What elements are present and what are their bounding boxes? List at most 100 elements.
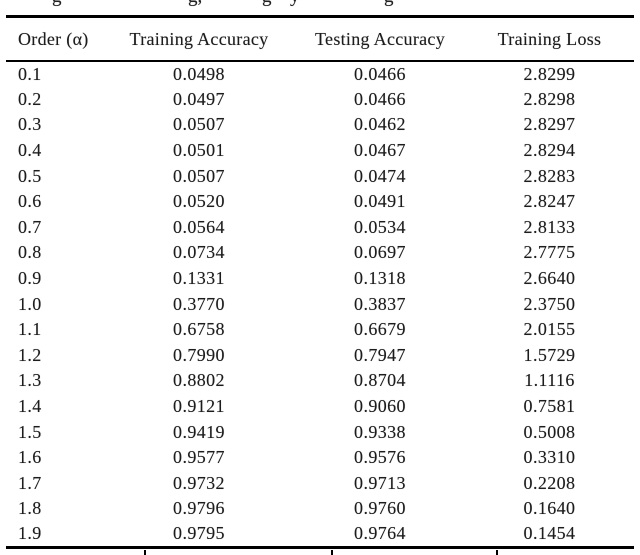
cell-training-loss: 2.3750 [523, 293, 576, 314]
cell-training-loss: 2.7775 [523, 242, 576, 263]
table-row: 1.4 0.9121 0.9060 0.7581 [6, 394, 634, 420]
cell-training-loss: 2.8298 [523, 88, 576, 109]
table-row: 1.3 0.8802 0.8704 1.1116 [6, 368, 634, 394]
cell-testing-accuracy: 0.0466 [354, 63, 406, 84]
cell-training-loss: 2.8247 [523, 191, 576, 212]
caption-fragment: g, [188, 0, 202, 8]
cell-training-accuracy: 0.6758 [173, 319, 225, 340]
column-rule-stub [496, 550, 498, 555]
cell-training-accuracy: 0.9419 [173, 421, 225, 442]
cell-testing-accuracy: 0.7947 [354, 344, 406, 365]
table-row: 0.3 0.0507 0.0462 2.8297 [6, 112, 634, 138]
caption-fragment: g [384, 0, 394, 8]
cell-order: 0.6 [18, 191, 42, 212]
cell-testing-accuracy: 0.0697 [354, 242, 406, 263]
cell-testing-accuracy: 0.0462 [354, 114, 406, 135]
column-rule-stub [144, 550, 146, 555]
cell-order: 0.1 [18, 63, 42, 84]
cell-order: 1.4 [18, 396, 42, 417]
cell-training-loss: 2.8297 [523, 114, 576, 135]
header-testing-accuracy: Testing Accuracy [295, 15, 465, 62]
cell-order: 0.4 [18, 140, 42, 161]
table-row: 1.9 0.9795 0.9764 0.1454 [6, 521, 634, 549]
cell-order: 1.7 [18, 472, 42, 493]
cell-order: 1.5 [18, 421, 42, 442]
table-row: 1.0 0.3770 0.3837 2.3750 [6, 291, 634, 317]
cell-training-accuracy: 0.9732 [173, 472, 225, 493]
cell-training-accuracy: 0.0498 [173, 63, 225, 84]
cell-order: 0.2 [18, 88, 42, 109]
cell-testing-accuracy: 0.0491 [354, 191, 406, 212]
cell-training-loss: 1.5729 [523, 344, 576, 365]
caption-fragment: g [262, 0, 272, 8]
table-row: 0.9 0.1331 0.1318 2.6640 [6, 266, 634, 292]
cell-testing-accuracy: 0.9764 [295, 521, 465, 549]
caption-fragment: g [52, 0, 62, 8]
cell-training-loss: 1.1116 [524, 370, 575, 391]
cell-order: 0.5 [18, 165, 42, 186]
cell-training-accuracy: 0.0564 [173, 216, 225, 237]
cell-order: 1.1 [18, 319, 42, 340]
table-row: 1.1 0.6758 0.6679 2.0155 [6, 317, 634, 343]
cell-training-accuracy: 0.9121 [173, 396, 225, 417]
header-order: Order (α) [6, 15, 103, 62]
cell-testing-accuracy: 0.3837 [354, 293, 406, 314]
cell-testing-accuracy: 0.1318 [354, 268, 406, 289]
cell-training-loss: 2.8294 [523, 140, 576, 161]
cell-order: 1.9 [6, 521, 103, 549]
cell-training-accuracy: 0.9577 [173, 447, 225, 468]
cell-training-accuracy: 0.9795 [103, 521, 295, 549]
table-row: 1.8 0.9796 0.9760 0.1640 [6, 496, 634, 522]
cell-training-loss: 0.5008 [523, 421, 576, 442]
cell-testing-accuracy: 0.6679 [354, 319, 406, 340]
cell-order: 1.6 [18, 447, 42, 468]
table-header-row: Order (α) Training Accuracy Testing Accu… [6, 15, 634, 62]
cell-training-loss: 2.8299 [523, 63, 576, 84]
cell-testing-accuracy: 0.9713 [354, 472, 406, 493]
cell-training-accuracy: 0.7990 [173, 344, 225, 365]
cell-order: 0.8 [18, 242, 42, 263]
cell-order: 1.2 [18, 344, 42, 365]
cell-testing-accuracy: 0.0467 [354, 140, 406, 161]
cell-training-accuracy: 0.0507 [173, 165, 225, 186]
cell-training-loss: 2.8283 [523, 165, 576, 186]
cell-testing-accuracy: 0.9060 [354, 396, 406, 417]
cell-testing-accuracy: 0.9338 [354, 421, 406, 442]
cell-testing-accuracy: 0.0466 [354, 88, 406, 109]
cell-testing-accuracy: 0.0474 [354, 165, 406, 186]
table-row: 0.8 0.0734 0.0697 2.7775 [6, 240, 634, 266]
column-rule-stub [331, 550, 333, 555]
cell-order: 1.8 [18, 498, 42, 519]
cell-testing-accuracy: 0.9760 [354, 498, 406, 519]
cell-training-loss: 0.3310 [523, 447, 576, 468]
cell-training-loss: 0.2208 [523, 472, 576, 493]
cell-training-accuracy: 0.0520 [173, 191, 225, 212]
table-row: 0.6 0.0520 0.0491 2.8247 [6, 189, 634, 215]
cell-training-loss: 0.1454 [465, 521, 634, 549]
cropped-caption-line: g g, g y g [0, 0, 640, 10]
cell-training-accuracy: 0.8802 [173, 370, 225, 391]
table-row: 0.4 0.0501 0.0467 2.8294 [6, 138, 634, 164]
cell-training-accuracy: 0.9796 [173, 498, 225, 519]
header-training-loss: Training Loss [465, 15, 634, 62]
table-row: 1.2 0.7990 0.7947 1.5729 [6, 343, 634, 369]
cell-training-accuracy: 0.0734 [173, 242, 225, 263]
table-row: 1.6 0.9577 0.9576 0.3310 [6, 445, 634, 471]
cell-order: 1.0 [18, 293, 42, 314]
cell-order: 0.3 [18, 114, 42, 135]
cell-order: 1.3 [18, 370, 42, 391]
cell-training-loss: 0.7581 [523, 396, 576, 417]
cell-order: 0.9 [18, 268, 42, 289]
cell-testing-accuracy: 0.8704 [354, 370, 406, 391]
cell-order: 0.7 [18, 216, 42, 237]
table-row: 0.5 0.0507 0.0474 2.8283 [6, 163, 634, 189]
table-row: 0.7 0.0564 0.0534 2.8133 [6, 215, 634, 241]
results-table: Order (α) Training Accuracy Testing Accu… [6, 15, 634, 549]
caption-fragment: y [290, 0, 300, 8]
cell-training-loss: 2.8133 [523, 216, 576, 237]
cell-training-accuracy: 0.1331 [173, 268, 225, 289]
cell-testing-accuracy: 0.9576 [354, 447, 406, 468]
cell-testing-accuracy: 0.0534 [354, 216, 406, 237]
cell-training-accuracy: 0.0497 [173, 88, 225, 109]
